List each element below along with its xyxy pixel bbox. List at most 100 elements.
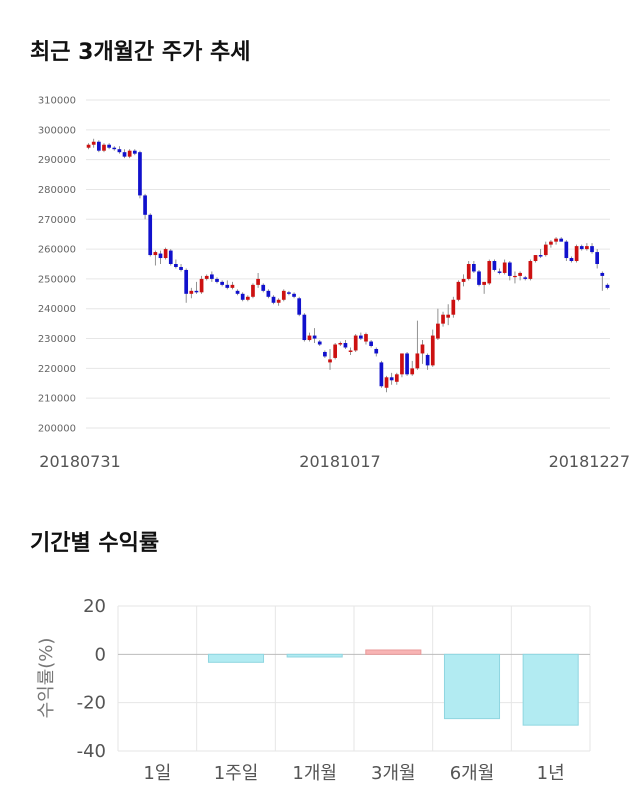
candle-body (400, 353, 404, 375)
candle-body (235, 290, 240, 294)
candle-body (276, 299, 281, 303)
candle-body (507, 262, 512, 276)
candle-body (595, 252, 600, 264)
candle-body (533, 255, 538, 262)
y-tick-label: -40 (77, 741, 106, 762)
price-trend-chart: 310000 300000 290000 280000 270000 260000 2500… (38, 96, 630, 472)
candle-body (430, 335, 435, 366)
candle-body (251, 284, 255, 297)
candle-body (451, 299, 456, 315)
candle-body (513, 275, 517, 278)
candle-body (323, 351, 327, 357)
candle-body (425, 354, 430, 366)
candle-body (379, 362, 384, 387)
x-tick-label: 20181227 (549, 452, 630, 471)
candle-body (446, 314, 451, 318)
candle-body (358, 335, 363, 339)
candle-body (574, 246, 579, 262)
candle-body (194, 290, 199, 293)
candle-body (210, 274, 214, 279)
candle-body (585, 246, 589, 250)
candle-body (333, 344, 338, 358)
candle-body (184, 269, 189, 294)
candle-body (112, 147, 117, 150)
candle-body (122, 152, 127, 157)
y-tick-label: 260000 (38, 245, 76, 256)
y-tick-label: 280000 (38, 185, 76, 196)
candle-body (117, 149, 122, 153)
candle-body (477, 271, 481, 285)
candle-body (348, 350, 353, 352)
candle-body (389, 377, 394, 381)
x-tick-label: 1개월 (292, 763, 337, 784)
candle-body (600, 272, 605, 276)
candle-body (343, 343, 348, 348)
candle-body (538, 255, 543, 257)
return-bar (522, 653, 579, 726)
x-tick-label: 20180731 (39, 452, 120, 471)
candle-body (148, 214, 153, 256)
candle-body (374, 348, 379, 354)
y-tick-label: 270000 (38, 215, 76, 226)
candle-body (220, 281, 224, 285)
x-tick-label: 1주일 (214, 763, 259, 784)
y-tick-label: 20 (83, 596, 106, 617)
y-tick-label: 290000 (38, 155, 76, 166)
candle-body (559, 238, 564, 242)
candle-body (240, 293, 245, 300)
candle-body (174, 264, 178, 267)
candle-body (441, 314, 445, 324)
candle-body (271, 296, 276, 303)
y-tick-label: 230000 (38, 334, 76, 345)
candle-body (261, 284, 266, 291)
y-axis-label: 수익률(%) (36, 638, 57, 719)
y-tick-label: 240000 (38, 304, 76, 315)
candle-body (497, 271, 502, 273)
candle-body (287, 292, 291, 294)
y-tick-label: -20 (77, 693, 106, 714)
return-bar (443, 653, 501, 720)
candle-body (461, 278, 466, 282)
candle-body (543, 244, 548, 256)
candle-body (179, 266, 183, 270)
candle-body (143, 195, 147, 215)
candle-body (230, 284, 235, 288)
candle-body (502, 262, 507, 273)
candle-body (215, 278, 219, 282)
candle-body (528, 261, 533, 279)
candle-body (86, 144, 91, 148)
candle-body (436, 323, 440, 339)
candle-body (256, 278, 260, 285)
y-tick-label: 0 (95, 644, 106, 665)
candle-body (420, 344, 425, 354)
candle-body (415, 353, 420, 369)
candle-body (328, 359, 332, 363)
candle-body (410, 368, 415, 375)
candle-body (292, 293, 296, 297)
candle-body (91, 141, 96, 145)
candle-body (364, 334, 368, 342)
y-tick-label: 310000 (38, 96, 76, 107)
candle-body (302, 314, 307, 341)
x-tick-label: 1년 (537, 763, 565, 784)
candle-body (266, 290, 271, 297)
y-tick-label: 250000 (38, 274, 76, 285)
candle-body (312, 335, 317, 339)
candle-body (297, 298, 302, 315)
y-tick-label: 210000 (38, 394, 76, 405)
candle-body (102, 144, 106, 151)
candle-body (482, 281, 486, 285)
candle-body (245, 296, 250, 300)
candle-body (132, 150, 137, 154)
y-tick-label: 220000 (38, 364, 76, 375)
x-tick-label: 6개월 (450, 763, 495, 784)
candle-body (569, 258, 574, 262)
candle-body (523, 277, 528, 279)
price-trend-title: 최근 3개월간 주가 추세 (30, 40, 251, 65)
period-return-title: 기간별 수익률 (30, 531, 160, 556)
candle-body (163, 249, 168, 259)
candle-body (307, 335, 312, 341)
candle-body (369, 341, 373, 346)
candle-body (487, 261, 492, 284)
candle-body (384, 377, 389, 388)
